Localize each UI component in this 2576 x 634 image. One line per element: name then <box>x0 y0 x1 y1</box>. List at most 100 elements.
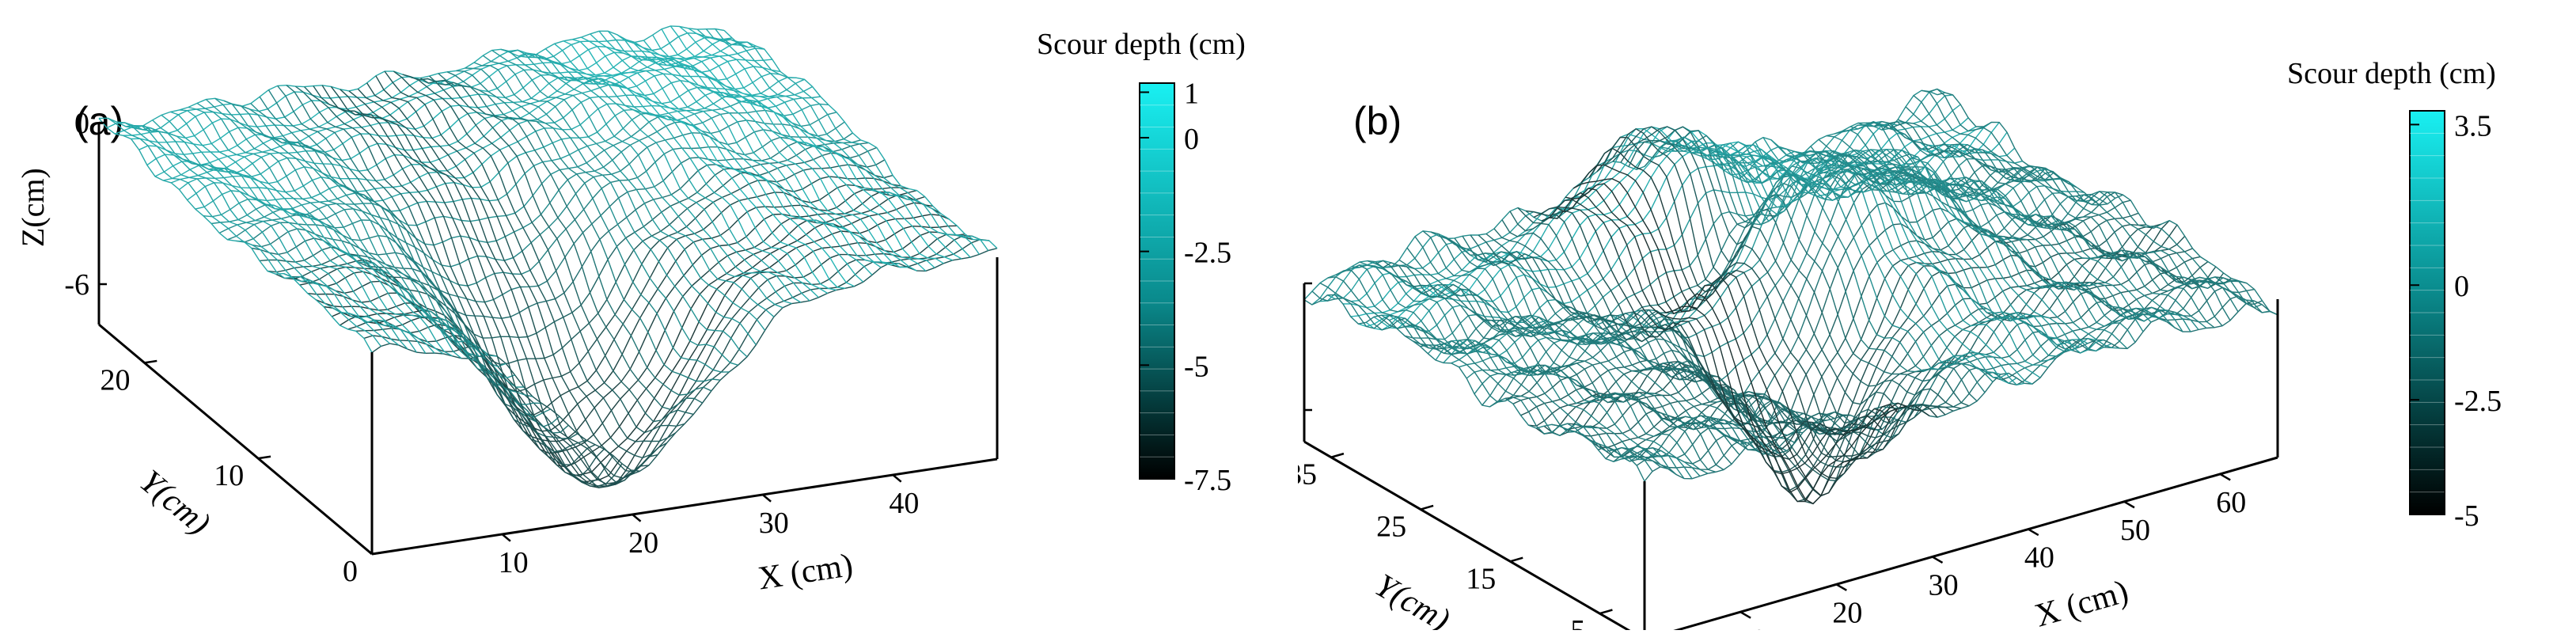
mesh-line-x <box>607 30 882 268</box>
mesh-line-x <box>1501 219 1843 431</box>
mesh-line-x <box>1319 282 1661 468</box>
x-tick-label: 10 <box>499 546 529 579</box>
y-tick <box>371 551 385 556</box>
mesh-line-x <box>1881 121 2223 327</box>
mesh-line-x <box>384 70 658 473</box>
mesh-line-x <box>652 34 927 271</box>
y-tick <box>1509 556 1523 563</box>
colorbar-ticks-b: 3.5 0 -2.5 -5 <box>2410 109 2502 533</box>
mesh-line-x <box>277 85 551 418</box>
mesh-line-x <box>1303 294 1645 482</box>
mesh-line-x <box>125 124 400 346</box>
x-axis-label: X (cm) <box>756 547 856 597</box>
colorbar-tick-label: -2.5 <box>1184 237 1231 270</box>
surface-plot-b-svg: (b) 10203040506035251550-4X (cm)Y(cm)Z(c… <box>1220 57 2502 634</box>
x-tick <box>2219 473 2231 481</box>
mesh-line-y <box>332 225 958 484</box>
mesh-line-x <box>152 120 427 354</box>
mesh-line-y <box>131 41 757 146</box>
mesh-line-x <box>1430 231 1772 455</box>
mesh-line-x <box>715 28 989 252</box>
mesh-line-x <box>446 71 721 382</box>
mesh-line-x <box>1462 235 1804 436</box>
x-tick <box>892 474 902 483</box>
y-tick <box>144 359 157 364</box>
x-tick <box>761 494 772 503</box>
colorbar-tick-label: -7.5 <box>1184 464 1231 497</box>
mesh-line-x <box>233 104 506 367</box>
mesh-line-x <box>188 106 462 359</box>
mesh-line-x <box>679 25 953 261</box>
mesh-line-x <box>330 85 605 477</box>
mesh-line-x <box>1929 88 2271 313</box>
y-tick <box>258 455 271 460</box>
colorbar-tick-label: 0 <box>1184 123 1199 156</box>
mesh-line-x <box>1667 139 2009 378</box>
mesh-line-x <box>1628 126 1970 407</box>
mesh-line-x <box>313 85 587 453</box>
mesh-line-x <box>1549 192 1891 475</box>
mesh-line-x <box>1731 149 2073 352</box>
mesh-line-x <box>1889 121 2231 321</box>
mesh-line-x <box>1818 139 2160 320</box>
mesh-line-x <box>1367 260 1709 474</box>
mesh-line-x <box>402 74 677 442</box>
colorbar-ticks-a: 1 0 -2.5 -5 -7.5 <box>1140 77 1231 497</box>
mesh-line-x <box>473 62 748 358</box>
mesh-line-x <box>1327 276 1669 470</box>
mesh-line-x <box>294 85 569 434</box>
mesh-line-x <box>116 121 391 344</box>
mesh-line-x <box>1580 164 1922 497</box>
y-tick <box>1420 504 1434 511</box>
y-tick-label: 5 <box>1570 614 1585 630</box>
mesh-line-x <box>1390 264 1732 465</box>
x-axis-label: X (cm) <box>2031 573 2132 630</box>
surface-plot-a: (a) 10 20 30 40 20 10 0 0 -6 X (cm) Y(cm) Z(cm) Sco… <box>15 25 1246 597</box>
x-tick-label: 20 <box>1832 596 1862 629</box>
mesh-line-x <box>1422 230 1764 450</box>
y-tick-label: 25 <box>1376 511 1406 544</box>
mesh-line-x <box>143 124 417 353</box>
mesh-line-x <box>1865 122 2207 329</box>
mesh-line-x <box>1762 137 2104 354</box>
x-tick <box>2028 528 2039 537</box>
mesh-line-x <box>357 88 632 488</box>
mesh-line-x <box>161 114 435 354</box>
mesh-line-x <box>670 25 944 264</box>
mesh-line-x <box>581 36 855 287</box>
mesh-line-x <box>1683 140 2025 386</box>
mesh-line-x <box>1842 123 2183 332</box>
colorbar-tick-label: -2.5 <box>2454 385 2502 418</box>
panel-label-b: (b) <box>1353 99 1402 143</box>
mesh-line-x <box>1921 89 2263 309</box>
mesh-line-x <box>214 97 489 355</box>
x-tick-label: 40 <box>2024 541 2054 575</box>
mesh-line-x <box>1573 177 1914 505</box>
mesh-line-x <box>1335 269 1677 476</box>
mesh-line-x <box>688 28 962 260</box>
x-tick-label: 30 <box>1929 568 1959 602</box>
mesh-line-x <box>1596 136 1938 458</box>
mesh-line-x <box>1383 262 1724 471</box>
mesh-line-x <box>241 105 515 379</box>
mesh-line-x <box>1588 147 1930 480</box>
x-tick-label: 30 <box>759 507 789 540</box>
y-axis-label: Y(cm) <box>133 463 217 542</box>
mesh-line-x <box>1834 129 2176 328</box>
y-tick <box>1330 452 1345 458</box>
mesh-line-x <box>1604 127 1946 442</box>
y-axis-line <box>1303 440 1637 634</box>
mesh-line-x <box>696 28 971 258</box>
y-tick-label: 0 <box>343 555 358 588</box>
mesh-line-x <box>267 89 542 405</box>
mesh-line-y <box>1543 224 2178 505</box>
colorbar-tick-label: 0 <box>2454 270 2469 303</box>
mesh-line-x <box>1509 211 1851 435</box>
mesh-line-x <box>98 118 373 353</box>
mesh-line-x <box>1565 183 1906 503</box>
y-axis-label: Y(cm) <box>1369 568 1456 630</box>
mesh-line-x <box>465 67 738 366</box>
mesh-line-x <box>1398 259 1740 456</box>
mesh-line-x <box>1826 135 2168 323</box>
mesh-line-x <box>1802 150 2144 332</box>
